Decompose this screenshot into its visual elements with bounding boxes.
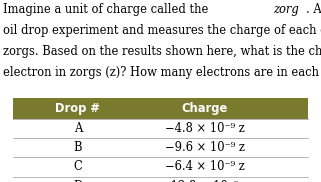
Text: D: D <box>73 180 82 182</box>
Text: A: A <box>74 122 82 135</box>
Bar <box>13 98 308 119</box>
Text: oil drop experiment and measures the charge of each drop in: oil drop experiment and measures the cha… <box>3 24 321 37</box>
Text: . A chemist performs the: . A chemist performs the <box>306 3 321 16</box>
Text: Charge: Charge <box>182 102 228 115</box>
Text: zorg: zorg <box>273 3 299 16</box>
Text: Imagine a unit of charge called the: Imagine a unit of charge called the <box>3 3 212 16</box>
Text: −4.8 × 10⁻⁹ z: −4.8 × 10⁻⁹ z <box>165 122 245 135</box>
Text: −12.8 × 10⁻⁹ z: −12.8 × 10⁻⁹ z <box>161 180 248 182</box>
Text: −9.6 × 10⁻⁹ z: −9.6 × 10⁻⁹ z <box>165 141 245 154</box>
Text: −6.4 × 10⁻⁹ z: −6.4 × 10⁻⁹ z <box>165 161 245 173</box>
Text: zorgs. Based on the results shown here, what is the charge of the: zorgs. Based on the results shown here, … <box>3 45 321 58</box>
Text: Drop #: Drop # <box>56 102 100 115</box>
Text: C: C <box>74 161 82 173</box>
Text: B: B <box>74 141 82 154</box>
Text: electron in zorgs (z)? How many electrons are in each drop?: electron in zorgs (z)? How many electron… <box>3 66 321 78</box>
